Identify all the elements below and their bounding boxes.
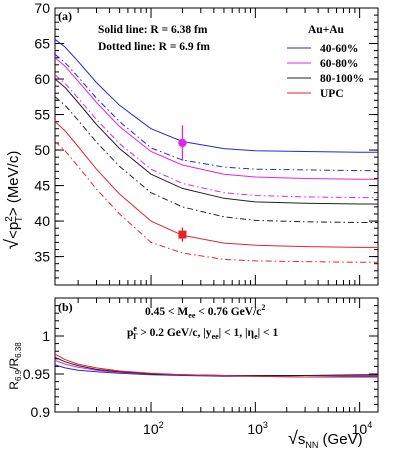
data-point-square [178,230,187,239]
y-tick-label: 45 [34,178,50,194]
series-line-40-60%-solid [54,38,378,153]
plot-frame-0 [54,7,379,286]
dotted-line-note: Dotted line: R = 6.9 fm [98,41,210,53]
series-line-UPC-solid [54,121,378,248]
panel-b: 0.9 0.95 1 102 103 104 [23,297,379,437]
series-line-60-80%-dashdot [54,74,378,199]
legend-label-60-80: 60-80% [320,58,358,70]
legend-label-40-60: 40-60% [320,43,358,55]
data-point-circle [178,138,187,148]
y-tick-label: 0.9 [31,404,51,420]
series-line-60-80%-solid [54,359,378,376]
y-tick-label: 55 [34,107,50,123]
y-tick-label: 70 [34,0,50,16]
x-tick-label: 103 [247,420,268,437]
plot-frame-1 [54,297,379,413]
legend-label-upc: UPC [320,88,344,100]
panel-a-ylabel: √<p2T> (MeV/c) [2,151,25,250]
x-tick-label: 102 [143,420,164,437]
solid-line-note: Solid line: R = 6.38 fm [98,24,208,36]
series-line-60-80%-solid [54,57,378,180]
kinematic-cut-note: pe T > 0.2 GeV/c, |yee| < 1, |ηe| < 1 [127,324,278,341]
panel-b-ylabel: R6.9/R6.38 [7,342,23,390]
series-line-UPC-dashdot [54,141,378,263]
y-tick-label: 1 [42,328,50,344]
y-tick-label: 40 [34,213,50,229]
mass-cut-note: 0.45 < Mee < 0.76 GeV/c2 [145,303,265,320]
series-line-40-60%-dashdot [54,53,378,172]
series-line-80-100%-solid [54,356,378,376]
panel-b-label: (b) [58,300,73,314]
y-tick-label: 65 [34,36,50,52]
panel-a: 35 40 45 50 55 60 65 70 [34,0,379,286]
series-line-80-100%-dashdot [54,96,378,223]
x-axis-label: √sNN (GeV) [288,428,363,450]
system-label: Au+Au [308,24,345,36]
legend-label-80-100: 80-100% [320,73,364,85]
y-tick-label: 35 [34,249,50,265]
series-line-UPC-solid [54,353,378,378]
y-tick-label: 50 [34,142,50,158]
series-line-80-100%-solid [54,78,378,205]
panel-a-label: (a) [58,9,72,23]
y-tick-label: 0.95 [23,366,50,382]
y-tick-label: 60 [34,71,50,87]
x-tick-label: 104 [352,420,373,437]
legend: 40-60% 60-80% 80-100% UPC [287,43,364,100]
